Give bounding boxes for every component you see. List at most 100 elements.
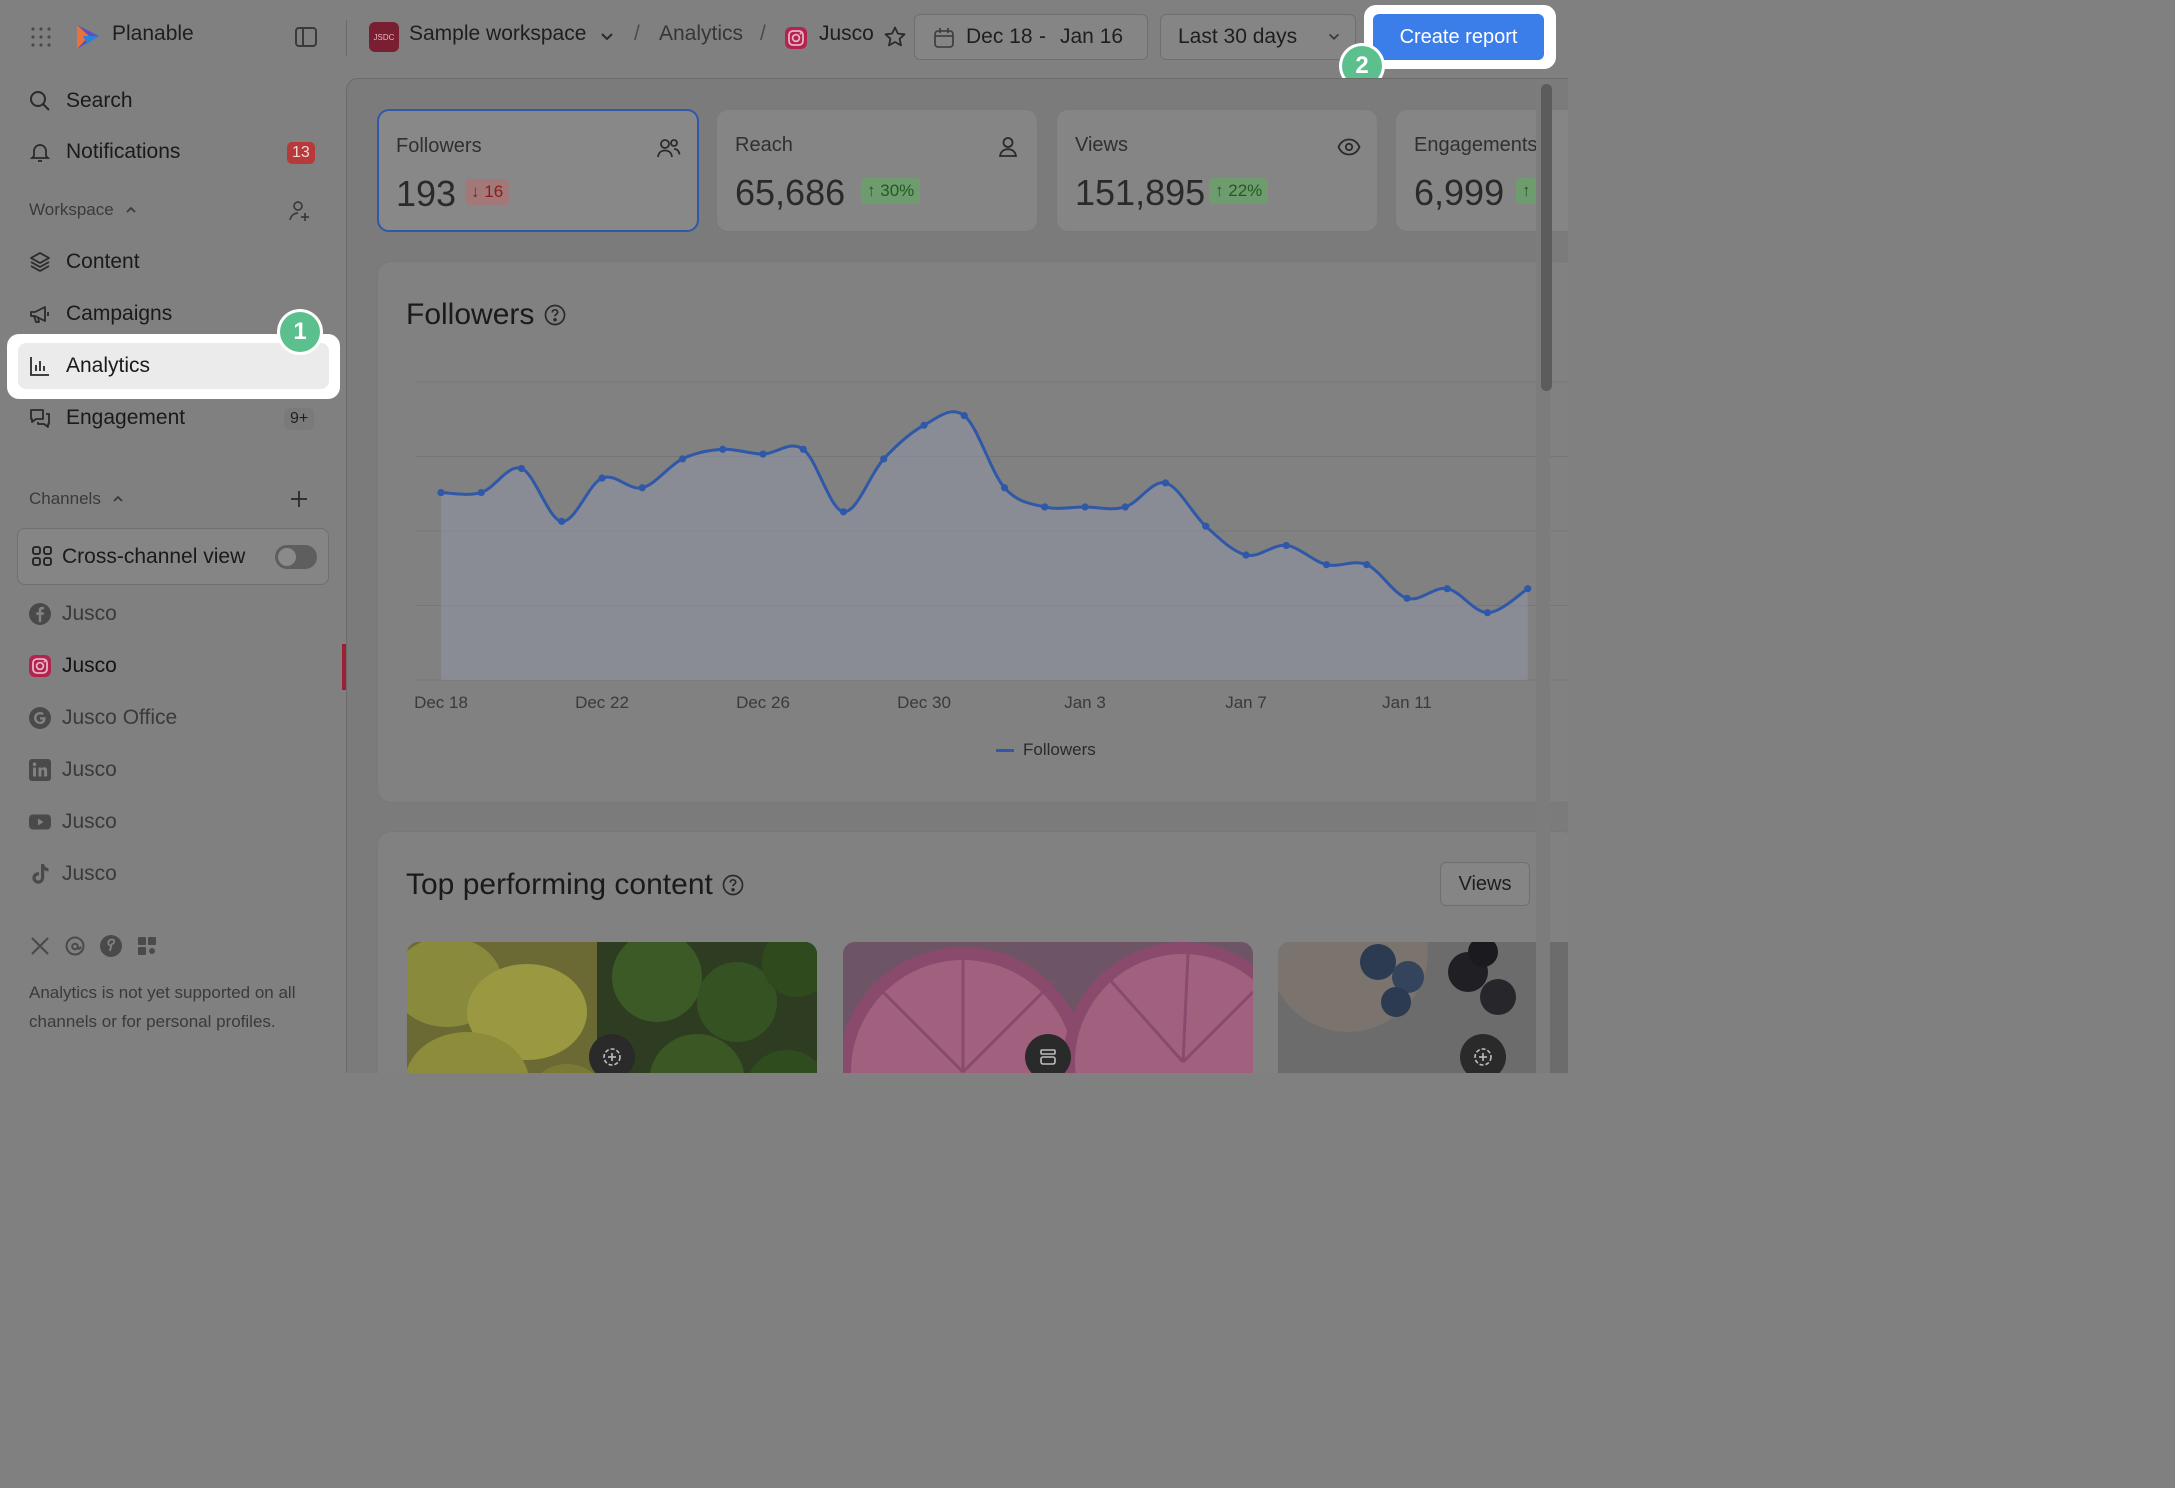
sidebar-item-search[interactable]: Search bbox=[28, 81, 133, 121]
post-thumbnail[interactable] bbox=[1278, 942, 1568, 1073]
workspace-name[interactable]: Sample workspace bbox=[409, 22, 587, 45]
workspace-section-label[interactable]: Workspace bbox=[29, 200, 138, 220]
main-content: Followers 193 ↓ 16 Reach 65,686 ↑ 30% Vi… bbox=[346, 78, 1568, 1073]
metric-label: Reach bbox=[735, 134, 793, 156]
berries-image bbox=[1278, 942, 1568, 1073]
top-content-panel: Top performing content Views bbox=[377, 831, 1568, 1073]
sidebar-item-content[interactable]: Content bbox=[28, 242, 140, 282]
channels-section-label[interactable]: Channels bbox=[29, 489, 125, 509]
metric-delta: ↑ 30% bbox=[861, 178, 921, 204]
google-business-icon bbox=[136, 935, 158, 957]
channel-item-google[interactable]: Jusco Office bbox=[28, 700, 177, 736]
sort-by-select[interactable]: Views bbox=[1440, 862, 1530, 906]
data-point bbox=[880, 455, 888, 463]
step-marker-1: 1 bbox=[280, 312, 320, 352]
data-point bbox=[799, 445, 807, 453]
arrow-up-icon: ↑ bbox=[1522, 181, 1531, 200]
metric-delta-value: 22% bbox=[1228, 181, 1263, 200]
sidebar-item-notifications[interactable]: Notifications bbox=[28, 132, 180, 172]
create-report-button[interactable]: Create report bbox=[1373, 14, 1544, 60]
channel-item-facebook[interactable]: Jusco bbox=[28, 596, 117, 632]
chevron-down-icon[interactable] bbox=[598, 28, 616, 46]
chevron-up-icon bbox=[111, 492, 125, 506]
sidebar-toggle-icon[interactable] bbox=[294, 26, 318, 48]
metric-card-views[interactable]: Views 151,895 ↑ 22% bbox=[1056, 109, 1378, 232]
channel-item-tiktok[interactable]: Jusco bbox=[28, 856, 117, 892]
chevron-up-icon bbox=[124, 203, 138, 217]
x-twitter-icon bbox=[29, 935, 51, 957]
help-icon[interactable] bbox=[722, 874, 744, 896]
channel-name: Jusco bbox=[62, 602, 117, 625]
breadcrumb-separator: / bbox=[634, 22, 640, 45]
x-tick-label: Jan 7 bbox=[1225, 693, 1267, 712]
chart-title: Followers bbox=[406, 298, 535, 331]
metric-delta: ↑ bbox=[1516, 178, 1537, 204]
sidebar-item-label: Search bbox=[66, 89, 133, 112]
instagram-icon bbox=[784, 26, 808, 50]
metric-value: 65,686 bbox=[735, 172, 846, 213]
add-channel-icon[interactable] bbox=[289, 489, 309, 509]
metric-card-followers[interactable]: Followers 193 ↓ 16 bbox=[377, 109, 699, 232]
scrollbar-thumb[interactable] bbox=[1541, 84, 1552, 391]
divider bbox=[346, 20, 347, 56]
data-point bbox=[1121, 503, 1129, 511]
engagement-count-badge: 9+ bbox=[284, 408, 315, 430]
metric-card-reach[interactable]: Reach 65,686 ↑ 30% bbox=[716, 109, 1038, 232]
sidebar-item-label: Notifications bbox=[66, 140, 181, 163]
date-range-picker[interactable]: Dec 18 - Jan 16 bbox=[914, 14, 1148, 60]
app-grid-icon[interactable] bbox=[30, 26, 52, 48]
sidebar-item-engagement[interactable]: Engagement bbox=[28, 398, 185, 438]
section-label-text: Channels bbox=[29, 489, 101, 508]
sidebar-item-label: Engagement bbox=[66, 406, 186, 429]
post-thumbnail[interactable] bbox=[407, 942, 817, 1073]
breadcrumb-separator: / bbox=[760, 22, 766, 45]
x-tick-label: Dec 22 bbox=[575, 693, 629, 712]
channel-item-instagram[interactable]: Jusco bbox=[28, 648, 117, 684]
metric-label: Views bbox=[1075, 134, 1128, 156]
facebook-icon bbox=[28, 602, 52, 626]
unsupported-channels-row bbox=[29, 934, 158, 958]
add-member-icon[interactable] bbox=[288, 199, 310, 223]
channel-name: Jusco bbox=[62, 654, 117, 677]
sidebar-item-label: Content bbox=[66, 250, 140, 273]
threads-icon bbox=[64, 935, 86, 957]
data-point bbox=[598, 474, 606, 482]
star-icon[interactable] bbox=[883, 25, 907, 49]
period-select[interactable]: Last 30 days bbox=[1160, 14, 1356, 60]
data-point bbox=[1041, 503, 1049, 511]
arrow-up-icon: ↑ bbox=[867, 181, 876, 200]
notifications-count-badge: 13 bbox=[287, 142, 315, 164]
planable-logo-icon bbox=[74, 22, 102, 52]
channel-item-youtube[interactable]: Jusco bbox=[28, 804, 117, 840]
help-icon[interactable] bbox=[544, 304, 566, 326]
layers-icon bbox=[28, 250, 52, 274]
post-type-icon bbox=[1460, 1034, 1506, 1073]
app-name: Planable bbox=[112, 22, 194, 45]
sidebar-item-analytics[interactable]: Analytics bbox=[28, 346, 150, 386]
section-title: Top performing content bbox=[406, 868, 713, 901]
post-thumbnail[interactable] bbox=[843, 942, 1253, 1073]
data-point bbox=[437, 488, 445, 497]
data-point bbox=[1483, 609, 1492, 617]
channel-name: Jusco bbox=[62, 758, 117, 781]
breadcrumb-analytics[interactable]: Analytics bbox=[659, 22, 744, 45]
active-channel-indicator bbox=[342, 644, 346, 690]
data-point bbox=[477, 488, 485, 497]
sidebar-item-campaigns[interactable]: Campaigns bbox=[28, 294, 172, 334]
cross-channel-view[interactable]: Cross-channel view bbox=[17, 528, 329, 585]
cross-channel-toggle[interactable] bbox=[275, 545, 317, 569]
breadcrumb-channel[interactable]: Jusco bbox=[819, 22, 874, 45]
metric-value: 151,895 bbox=[1075, 172, 1206, 213]
x-tick-label: Dec 30 bbox=[897, 693, 951, 712]
cross-channel-label: Cross-channel view bbox=[62, 545, 246, 568]
metric-delta-value: 16 bbox=[484, 182, 504, 201]
followers-area bbox=[441, 411, 1528, 680]
data-point bbox=[759, 450, 767, 458]
date-dash: - bbox=[1039, 25, 1046, 48]
channel-item-linkedin[interactable]: Jusco bbox=[28, 752, 117, 788]
bar-chart-icon bbox=[28, 354, 52, 378]
chevron-down-icon bbox=[1326, 29, 1342, 45]
youtube-icon bbox=[28, 810, 52, 834]
legend-label: Followers bbox=[1023, 740, 1096, 759]
x-tick-label: Jan 11 bbox=[1382, 693, 1432, 712]
